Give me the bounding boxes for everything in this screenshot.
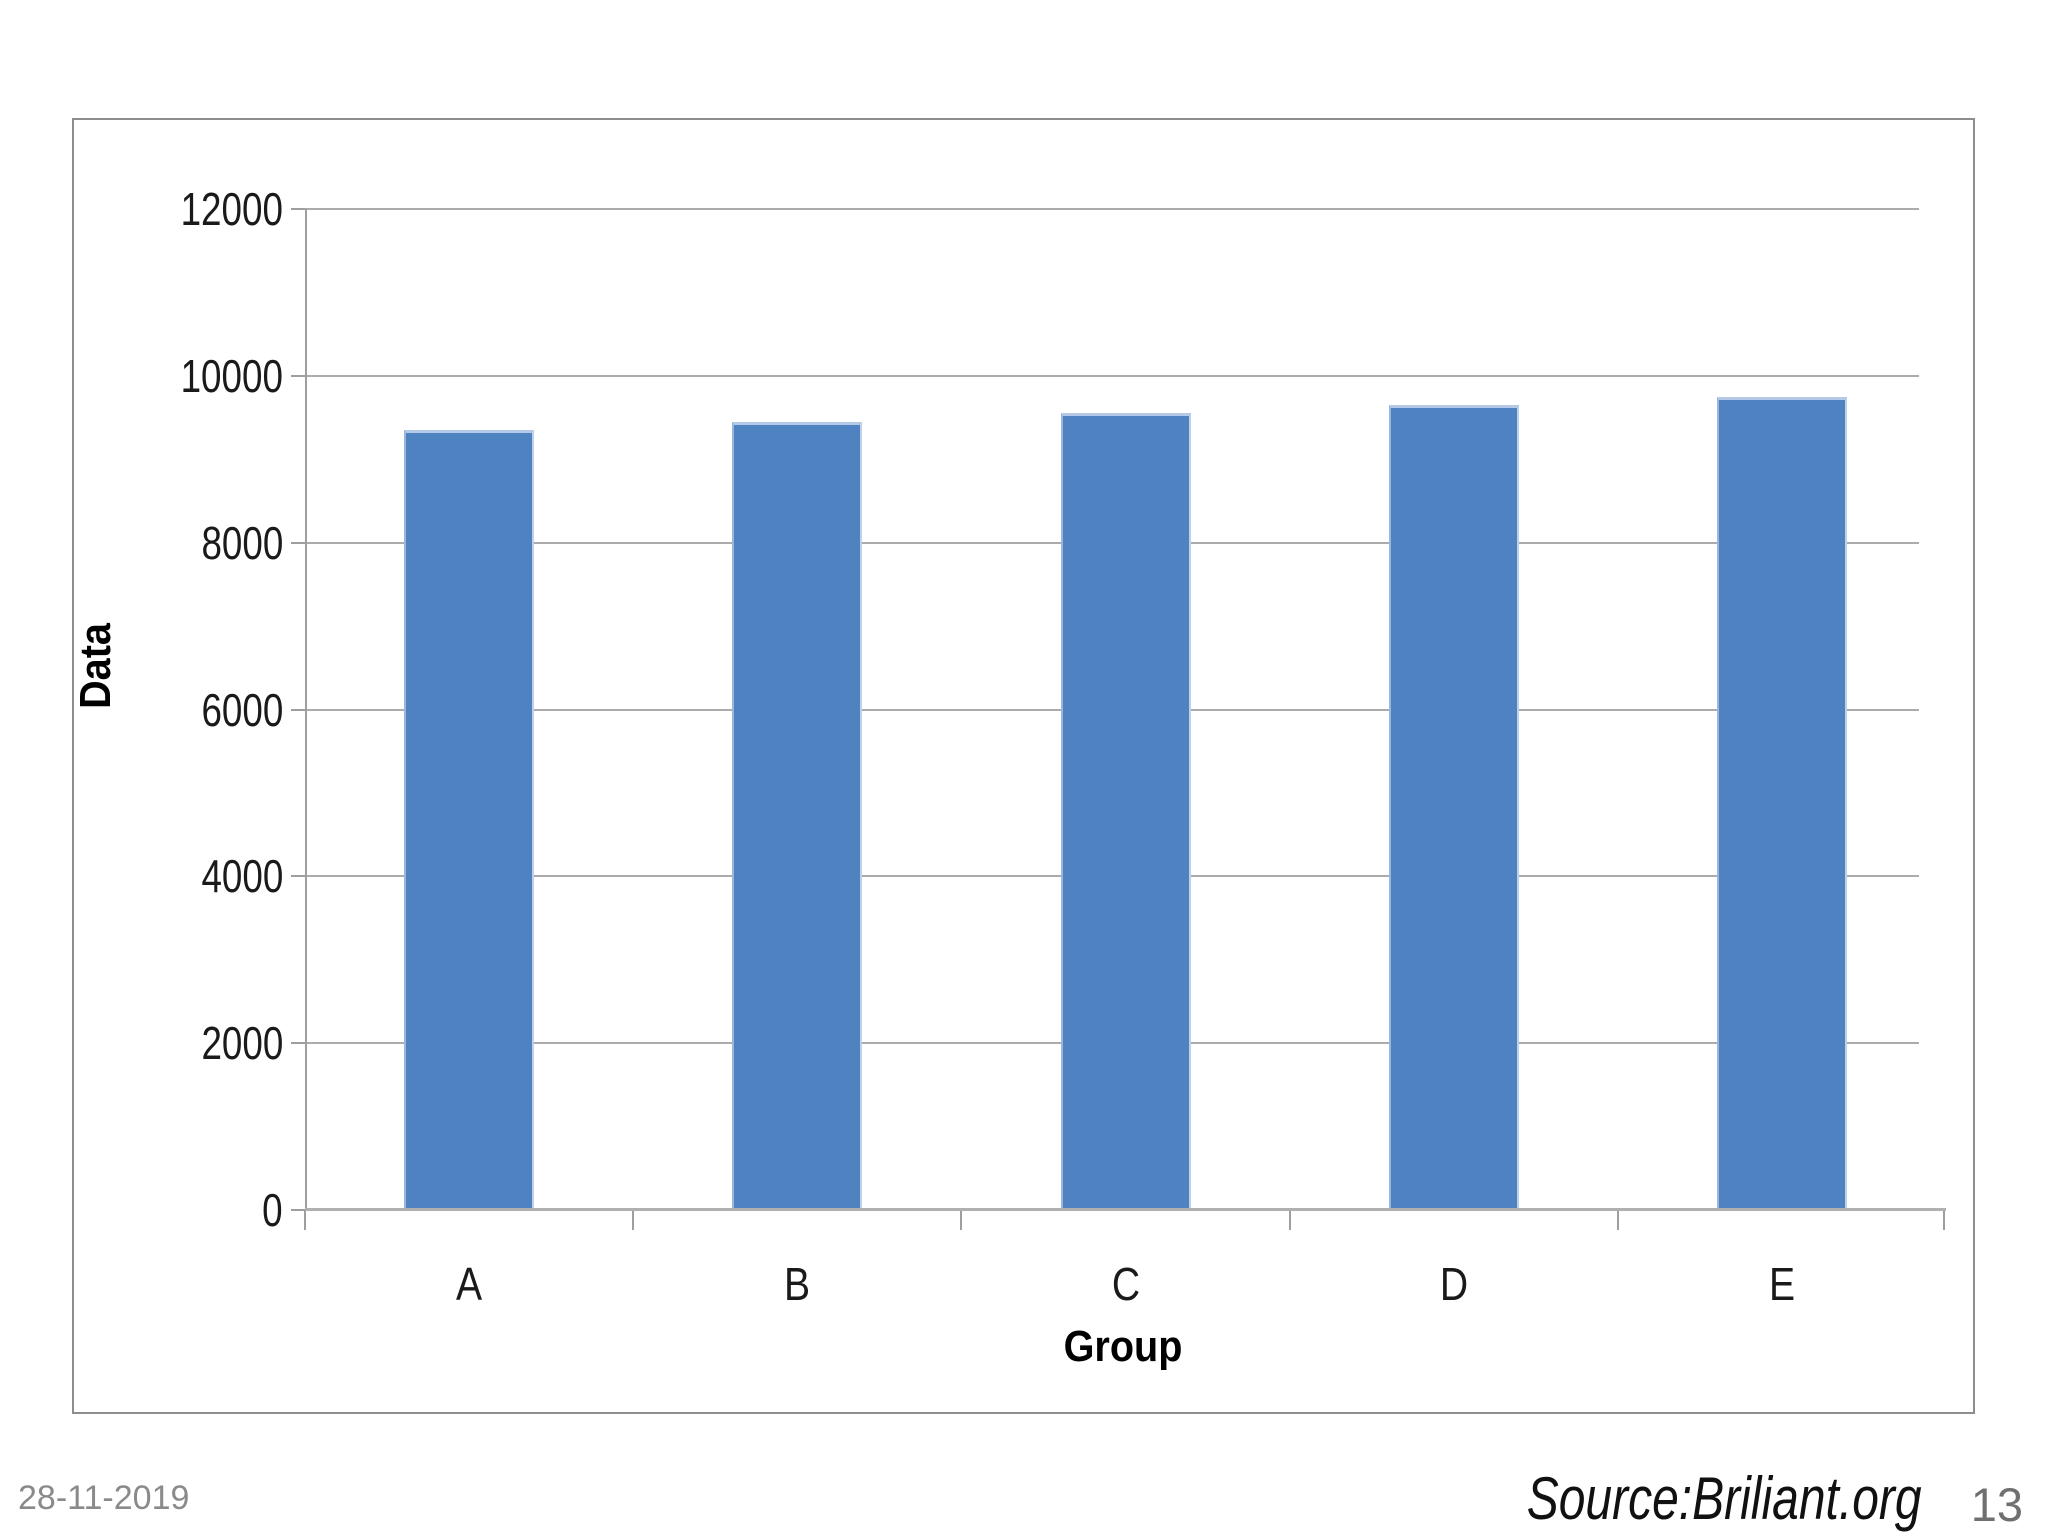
- category-label-D: D: [1439, 1258, 1468, 1310]
- page-number: 13: [1970, 1478, 2023, 1531]
- x-tick-5: [1943, 1210, 1945, 1230]
- y-tick-6000: [291, 708, 305, 711]
- x-tick-3: [1288, 1210, 1291, 1230]
- y-axis-line: [305, 209, 307, 1210]
- x-tick-4: [1616, 1210, 1619, 1230]
- y-tick-label-12000: 12000: [180, 183, 283, 235]
- category-label-E: E: [1768, 1258, 1795, 1310]
- x-axis-line: [305, 1208, 1946, 1211]
- y-tick-8000: [291, 541, 305, 544]
- y-tick-0: [291, 1209, 305, 1211]
- bar-D: [1388, 405, 1519, 1210]
- x-tick-2: [960, 1210, 963, 1230]
- bar-B: [732, 421, 863, 1210]
- y-tick-label-0: 0: [262, 1184, 283, 1236]
- y-tick-4000: [291, 875, 305, 878]
- chart-frame: 0 2000 4000 6000 8000 10000 12000 A B C D E: [72, 118, 1975, 1414]
- x-tick-1: [632, 1210, 635, 1230]
- y-gridline-12000: [305, 208, 1919, 210]
- y-axis-title: Data: [71, 623, 120, 709]
- y-tick-12000: [291, 208, 305, 210]
- bar-A: [404, 430, 535, 1210]
- y-gridline-10000: [305, 374, 1919, 377]
- y-tick-label-8000: 8000: [201, 516, 283, 569]
- plot-area: 0 2000 4000 6000 8000 10000 12000 A B C D E: [181, 183, 1946, 1310]
- category-label-B: B: [784, 1258, 811, 1310]
- y-tick-label-4000: 4000: [201, 850, 283, 903]
- bar-C: [1060, 413, 1191, 1210]
- category-label-C: C: [1111, 1258, 1140, 1310]
- y-tick-label-10000: 10000: [180, 349, 283, 402]
- footer-date: 28-11-2019: [18, 1479, 190, 1517]
- x-axis-title: Group: [1063, 1322, 1183, 1371]
- y-tick-10000: [291, 374, 305, 377]
- bar-E: [1716, 396, 1847, 1210]
- x-tick-0: [304, 1210, 306, 1230]
- y-tick-label-2000: 2000: [201, 1017, 283, 1070]
- y-tick-2000: [291, 1042, 305, 1045]
- category-label-A: A: [456, 1258, 483, 1310]
- y-tick-label-6000: 6000: [201, 683, 283, 736]
- footer-source-text: Source:Briliant.org: [1527, 1465, 1922, 1532]
